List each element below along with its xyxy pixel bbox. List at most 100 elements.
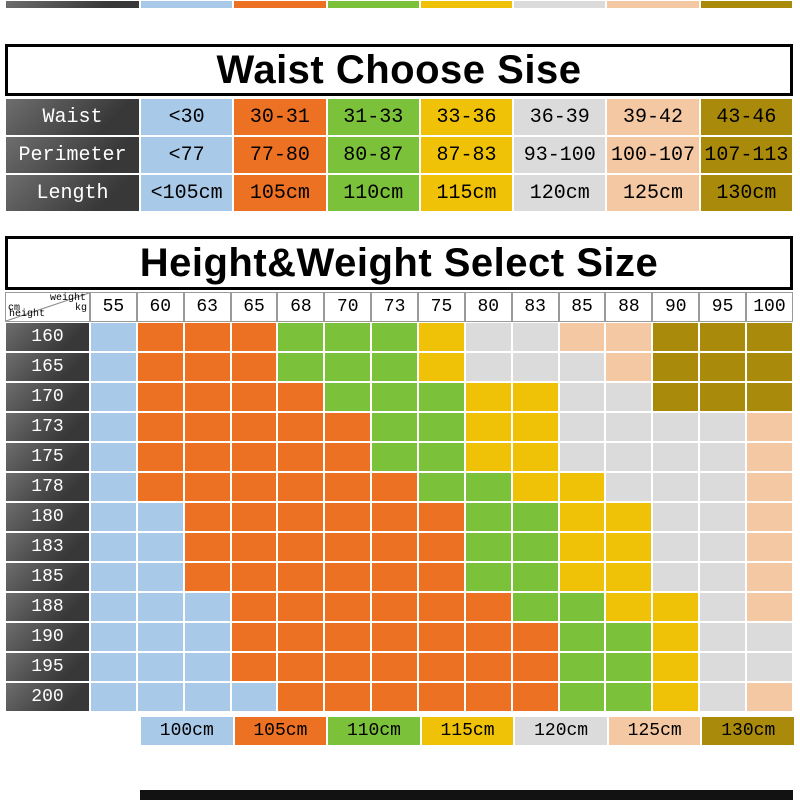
size-cell — [652, 472, 700, 502]
size-cell — [746, 562, 793, 592]
size-cell — [324, 442, 372, 472]
size-cell — [277, 622, 325, 652]
size-cell — [90, 502, 137, 532]
cropped-bottom-bar — [140, 790, 793, 800]
size-cell — [746, 472, 793, 502]
size-cell — [230, 532, 278, 562]
size-cell — [652, 622, 700, 652]
size-cell — [746, 652, 793, 682]
waist-value-cell: 115cm — [419, 174, 514, 212]
size-cell — [418, 652, 465, 682]
size-cell — [699, 592, 747, 622]
size-cell — [230, 472, 278, 502]
cropped-row-label-cell — [5, 0, 140, 9]
size-cell — [371, 442, 419, 472]
size-cell — [324, 652, 372, 682]
size-cell — [371, 382, 419, 412]
size-cell — [511, 652, 559, 682]
size-cell — [511, 562, 559, 592]
waist-table-row: Waist <30 30-31 31-33 33-36 36-39 39-42 43-46 — [5, 98, 793, 136]
size-cell — [558, 472, 606, 502]
height-weight-row: 170 — [5, 382, 793, 412]
size-cell — [183, 412, 231, 442]
waist-value-cell: <77 — [140, 136, 234, 174]
size-cell — [183, 472, 231, 502]
size-cell — [652, 352, 700, 382]
size-cell — [371, 532, 419, 562]
size-cell — [324, 322, 372, 352]
size-cell — [418, 352, 465, 382]
size-cell — [418, 682, 465, 712]
cropped-row-color-cell — [140, 0, 234, 9]
size-cell — [558, 322, 606, 352]
waist-value-cell: 30-31 — [233, 98, 327, 136]
waist-value-cell: 105cm — [233, 174, 327, 212]
size-cell — [277, 472, 325, 502]
size-cell — [136, 652, 184, 682]
size-cell — [371, 682, 419, 712]
size-cell — [418, 622, 465, 652]
size-cell — [183, 652, 231, 682]
waist-value-cell: <30 — [140, 98, 234, 136]
size-cell — [746, 322, 793, 352]
size-cell — [230, 682, 278, 712]
size-cell — [699, 472, 747, 502]
size-cell — [464, 682, 512, 712]
size-cell — [558, 442, 606, 472]
height-row-header: 185 — [5, 562, 90, 592]
height-weight-matrix: weight kg cm height 55 60 63 65 68 70 73 75 80 83 85 88… — [5, 292, 793, 712]
height-weight-row: 180 — [5, 502, 793, 532]
size-cell — [136, 472, 184, 502]
weight-column-header: 70 — [324, 292, 372, 322]
size-cell — [183, 592, 231, 622]
size-cell — [652, 532, 700, 562]
size-cell — [464, 622, 512, 652]
size-cell — [371, 622, 419, 652]
weight-column-header: 88 — [605, 292, 653, 322]
size-cell — [464, 652, 512, 682]
size-cell — [605, 592, 653, 622]
size-cell — [277, 412, 325, 442]
size-cell — [324, 592, 372, 622]
size-cell — [277, 322, 325, 352]
waist-table-row: Perimeter <77 77-80 80-87 87-83 93-100 100-107… — [5, 136, 793, 174]
height-weight-row: 178 — [5, 472, 793, 502]
waist-value-cell: 77-80 — [233, 136, 327, 174]
size-cell — [90, 472, 137, 502]
weight-column-header: 95 — [699, 292, 747, 322]
waist-value-cell: 80-87 — [326, 136, 420, 174]
weight-axis-label: weight — [49, 293, 86, 304]
size-cell — [699, 622, 747, 652]
weight-column-header: 68 — [277, 292, 325, 322]
size-cell — [324, 622, 372, 652]
size-cell — [558, 652, 606, 682]
waist-value-cell: 125cm — [606, 174, 700, 212]
size-cell — [558, 502, 606, 532]
size-cell — [230, 382, 278, 412]
legend-item: 105cm — [233, 716, 328, 746]
size-cell — [418, 502, 465, 532]
size-cell — [277, 352, 325, 382]
size-cell — [277, 532, 325, 562]
cropped-row-color-cell — [699, 0, 793, 9]
height-weight-row: 160 — [5, 322, 793, 352]
size-cell — [90, 592, 137, 622]
height-row-header: 200 — [5, 682, 90, 712]
size-cell — [746, 352, 793, 382]
size-cell — [277, 442, 325, 472]
size-cell — [136, 382, 184, 412]
height-row-header: 178 — [5, 472, 90, 502]
size-cell — [605, 352, 653, 382]
height-axis-label: height — [9, 309, 46, 320]
matrix-title: Height&Weight Select Size — [139, 240, 659, 285]
size-cell — [558, 622, 606, 652]
size-cell — [464, 442, 512, 472]
size-cell — [464, 412, 512, 442]
size-cell — [605, 532, 653, 562]
size-cell — [652, 382, 700, 412]
size-cell — [277, 652, 325, 682]
cropped-row-color-cell — [513, 0, 607, 9]
size-cell — [230, 562, 278, 592]
kg-unit-label: kg — [74, 303, 87, 314]
